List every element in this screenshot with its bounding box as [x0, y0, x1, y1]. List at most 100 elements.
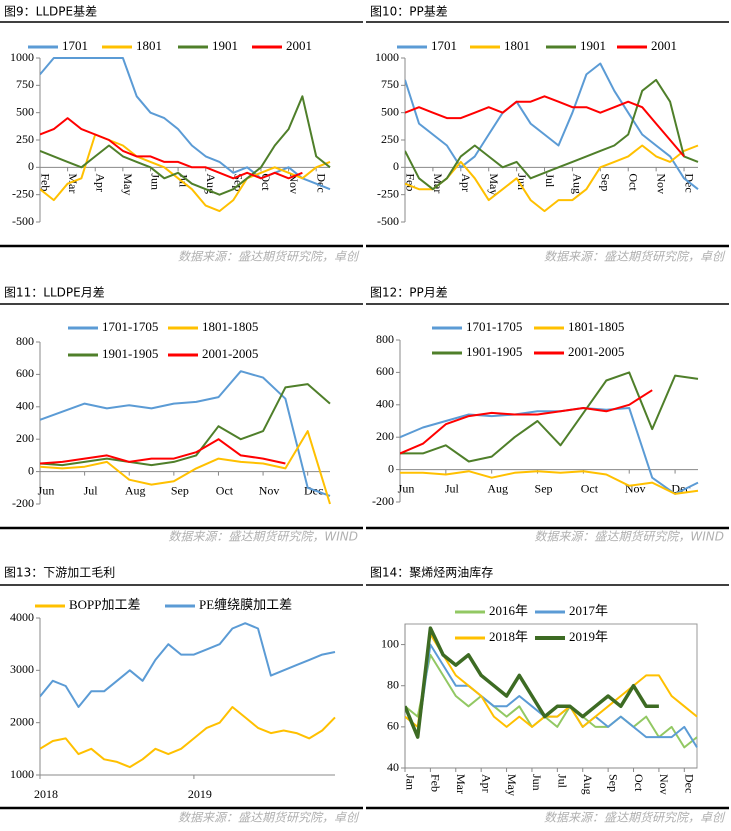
- legend-label: PE缠绕膜加工差: [199, 597, 292, 612]
- x-tick-label: Apr: [479, 774, 493, 793]
- x-tick-label: Aug: [487, 481, 508, 495]
- x-tick-label: Jul: [556, 774, 570, 789]
- chart-title: 图11：LLDPE月差: [4, 286, 105, 300]
- y-tick-label: 0: [393, 159, 399, 173]
- y-tick-label: 400: [376, 397, 394, 411]
- x-tick-label: Jun: [398, 481, 415, 495]
- series-line: [40, 133, 331, 213]
- chart-title: 图13：下游加工毛利: [4, 566, 115, 580]
- legend-label: 1701-1705: [466, 319, 522, 334]
- y-tick-label: 40: [387, 760, 399, 774]
- y-tick-label: -250: [377, 186, 399, 200]
- x-tick-label: Feb: [38, 173, 52, 191]
- x-tick-label: Jul: [543, 173, 557, 188]
- x-tick-label: Jul: [84, 483, 99, 497]
- x-tick-label: Sep: [171, 483, 189, 497]
- legend-label: 2016年: [489, 603, 528, 618]
- x-tick-label: 2018: [34, 787, 58, 801]
- x-tick-label: Sep: [606, 774, 620, 792]
- series-line: [405, 633, 698, 728]
- y-tick-label: 0: [28, 159, 34, 173]
- y-tick-label: -250: [12, 186, 34, 200]
- series-line: [40, 95, 331, 196]
- y-tick-label: 200: [16, 431, 34, 445]
- source-note: 数据来源：盛达期货研究院，卓创: [178, 250, 360, 264]
- x-tick-label: May: [505, 774, 519, 796]
- x-tick-label: Jun: [38, 483, 55, 497]
- legend-label: 1701-1705: [102, 319, 158, 334]
- y-tick-label: 4000: [10, 610, 34, 624]
- x-tick-label: Mar: [66, 173, 80, 193]
- y-tick-label: 3000: [10, 662, 34, 676]
- y-tick-label: 200: [376, 429, 394, 443]
- x-tick-label: Jun: [149, 173, 163, 190]
- x-tick-label: Mar: [454, 774, 468, 794]
- y-tick-label: 80: [387, 677, 399, 691]
- x-tick-label: Dec: [683, 774, 697, 793]
- legend-label: 1901: [212, 38, 238, 53]
- series-line: [405, 62, 699, 190]
- y-tick-label: -500: [12, 214, 34, 228]
- y-tick-label: 600: [16, 366, 34, 380]
- legend-label: BOPP加工差: [69, 597, 141, 612]
- x-tick-label: Nov: [654, 173, 668, 194]
- x-tick-label: Jan: [403, 774, 417, 790]
- legend-label: 1701: [431, 38, 457, 53]
- plot-frame: [404, 623, 698, 769]
- y-tick-label: 2000: [10, 714, 34, 728]
- series-line: [40, 438, 286, 465]
- legend-label: 1901: [580, 38, 606, 53]
- x-tick-label: Jun: [515, 173, 529, 190]
- series-line: [40, 370, 331, 497]
- legend-label: 2001: [286, 38, 312, 53]
- x-tick-label: Mar: [431, 173, 445, 193]
- x-tick-label: May: [487, 173, 501, 195]
- chart-title: 图14：聚烯烃两油库存: [370, 565, 493, 580]
- source-note: 数据来源：盛达期货研究院，WIND: [168, 530, 358, 544]
- y-tick-label: 500: [381, 104, 399, 118]
- x-tick-label: Nov: [657, 774, 671, 795]
- legend-label: 1701: [62, 38, 88, 53]
- x-tick-label: Apr: [93, 173, 107, 192]
- source-note: 数据来源：盛达期货研究院，卓创: [178, 811, 360, 825]
- y-tick-label: 0: [388, 461, 394, 475]
- y-tick-label: 750: [381, 77, 399, 91]
- legend-label: 1901-1905: [466, 344, 522, 359]
- y-tick-label: 750: [16, 77, 34, 91]
- series-line: [405, 144, 699, 213]
- series-line: [40, 383, 331, 467]
- series-line: [405, 95, 685, 158]
- legend-label: 2001-2005: [202, 346, 258, 361]
- series-line: [400, 470, 699, 495]
- chart-title: 图12：PP月差: [370, 286, 448, 300]
- y-tick-label: -500: [377, 214, 399, 228]
- y-tick-label: 1000: [10, 50, 34, 64]
- legend-label: 2001-2005: [568, 344, 624, 359]
- legend-label: 2017年: [569, 603, 608, 618]
- legend-label: 1801-1805: [568, 319, 624, 334]
- x-tick-label: Nov: [259, 483, 280, 497]
- y-tick-label: 250: [16, 132, 34, 146]
- x-tick-label: Jul: [445, 481, 460, 495]
- legend-label: 1901-1905: [102, 346, 158, 361]
- series-line: [405, 653, 698, 749]
- series-line: [40, 117, 303, 180]
- series-line: [40, 622, 336, 708]
- source-note: 数据来源：盛达期货研究院，卓创: [544, 811, 726, 825]
- x-tick-label: May: [121, 173, 135, 195]
- series-line: [400, 389, 653, 455]
- y-tick-label: 800: [16, 334, 34, 348]
- x-tick-label: Jun: [530, 774, 544, 791]
- y-tick-label: 60: [387, 719, 399, 733]
- x-tick-label: Oct: [632, 774, 646, 792]
- series-line: [40, 706, 336, 769]
- legend-label: 1801: [136, 38, 162, 53]
- x-tick-label: Aug: [581, 774, 595, 795]
- series-line: [400, 407, 699, 495]
- x-tick-label: Oct: [581, 481, 599, 495]
- y-tick-label: 600: [376, 364, 394, 378]
- series-line: [40, 430, 331, 505]
- source-note: 数据来源：盛达期货研究院，卓创: [544, 250, 726, 264]
- y-tick-label: 250: [381, 132, 399, 146]
